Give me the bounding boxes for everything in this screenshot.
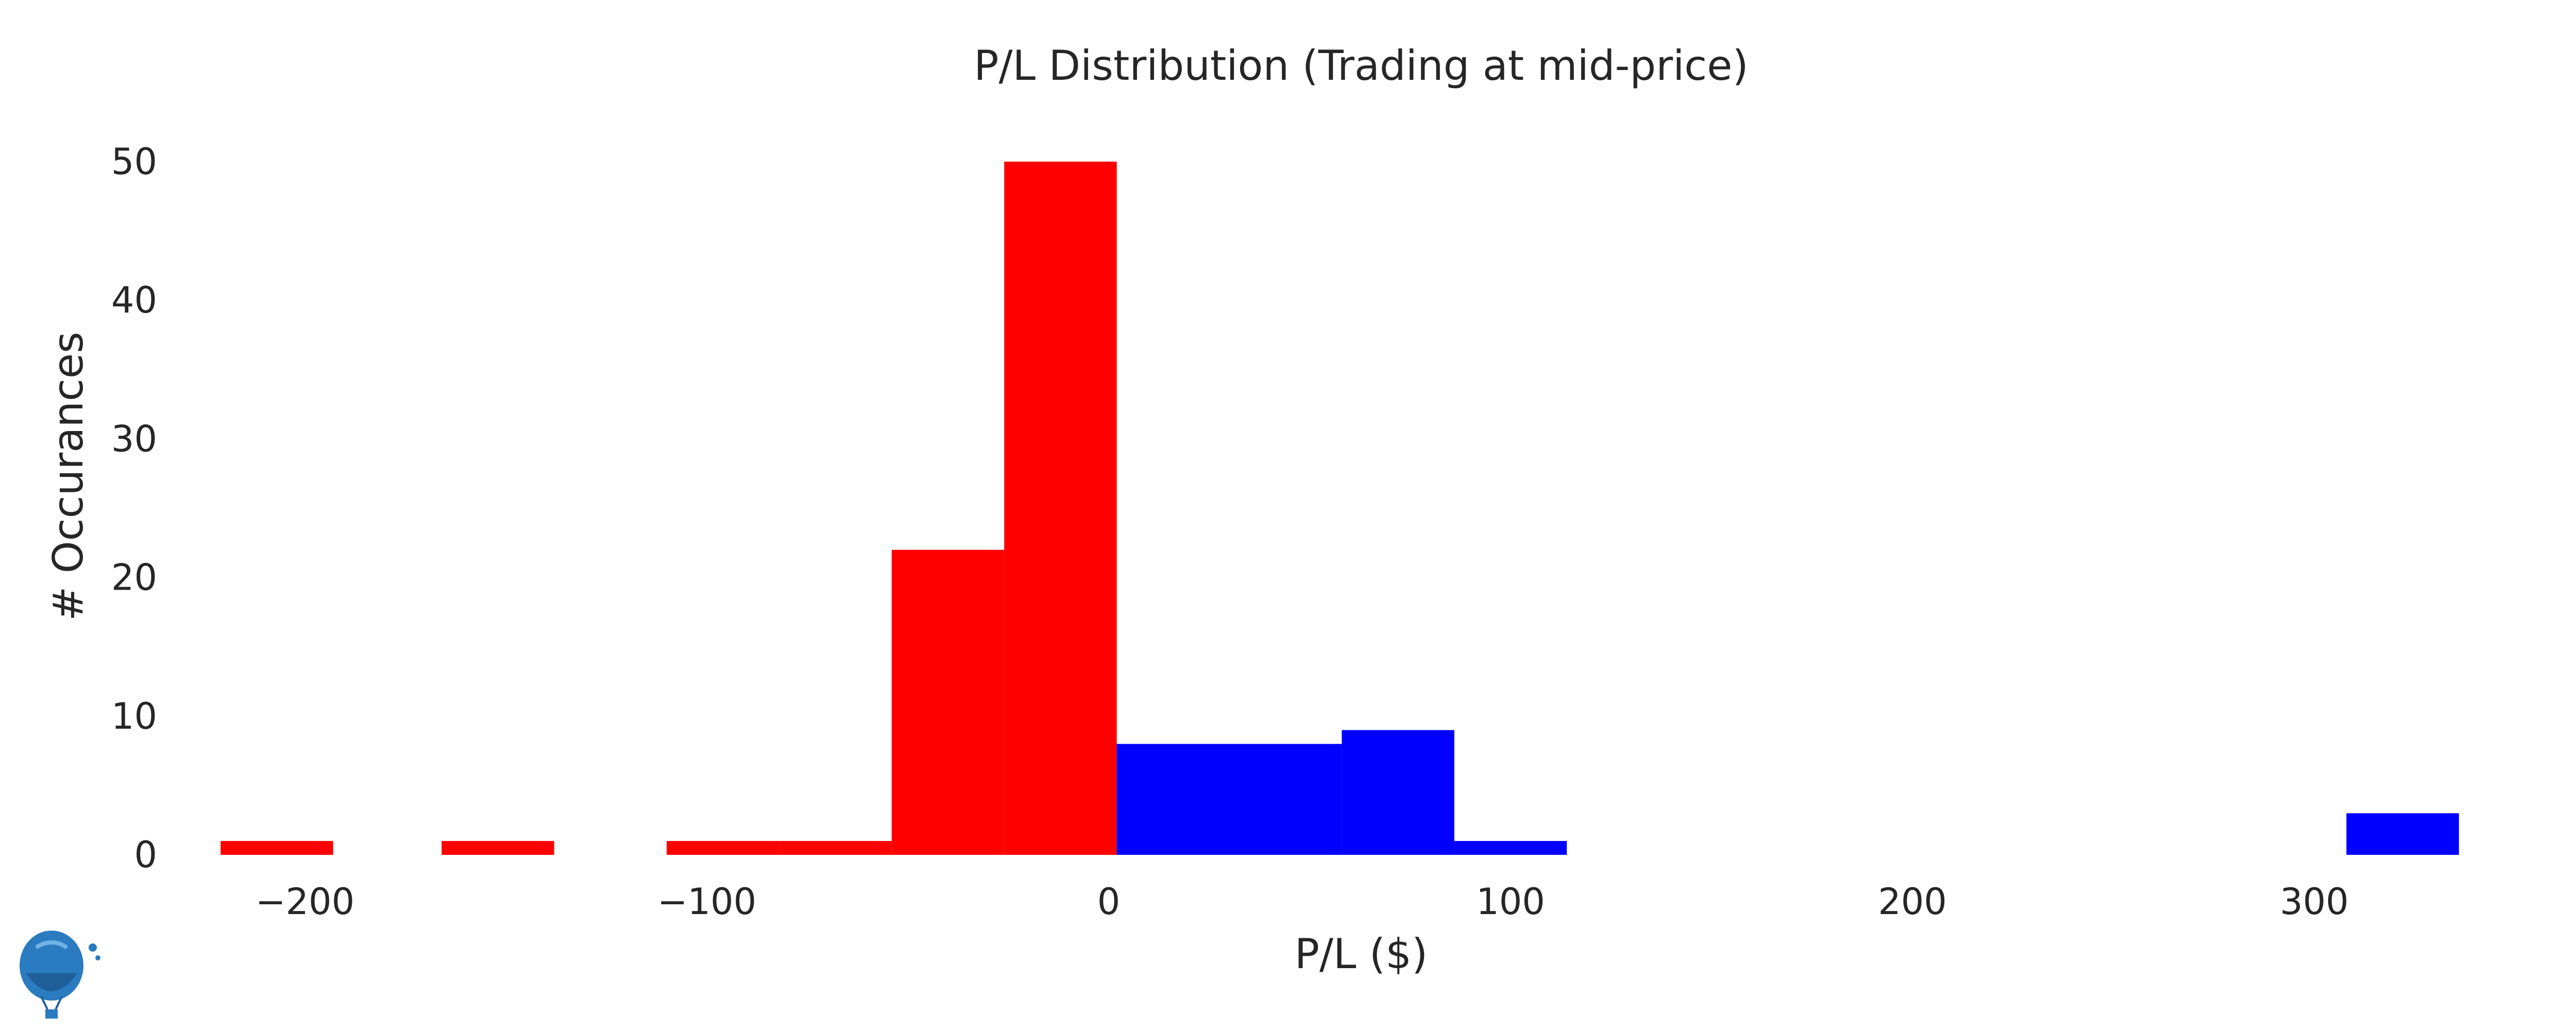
- y-tick-labels: 0 10 20 30 40 50: [111, 141, 157, 876]
- y-axis-label: # Occurances: [44, 332, 92, 621]
- y-tick-label: 0: [134, 834, 157, 876]
- x-axis-label: P/L ($): [1295, 930, 1428, 978]
- x-tick-label: −100: [657, 881, 756, 923]
- histogram-bar: [1229, 744, 1342, 855]
- bars-group: [221, 161, 2459, 855]
- y-tick-label: 20: [111, 557, 157, 599]
- histogram-bar: [2346, 813, 2459, 855]
- histogram-bar: [667, 841, 779, 855]
- x-tick-labels: −200 −100 0 100 200 300: [256, 881, 2349, 923]
- chart-title: P/L Distribution (Trading at mid-price): [974, 42, 1748, 90]
- histogram-bar: [891, 549, 1005, 855]
- histogram-bar: [1342, 730, 1454, 855]
- x-tick-label: 200: [1878, 881, 1947, 923]
- histogram-bar: [1454, 841, 1567, 855]
- x-tick-label: 300: [2280, 881, 2349, 923]
- balloon-logo-icon: [20, 931, 100, 1019]
- histogram-bar: [1004, 161, 1117, 855]
- y-tick-label: 10: [111, 695, 157, 737]
- y-tick-label: 40: [111, 279, 157, 321]
- histogram-bar: [442, 841, 554, 855]
- x-tick-label: 100: [1476, 881, 1545, 923]
- y-tick-label: 50: [111, 141, 157, 183]
- histogram-bar: [221, 841, 333, 855]
- histogram-bar: [1116, 744, 1229, 855]
- histogram-bar: [779, 841, 892, 855]
- x-tick-label: 0: [1097, 881, 1121, 923]
- x-tick-label: −200: [256, 881, 354, 923]
- y-tick-label: 30: [111, 418, 157, 460]
